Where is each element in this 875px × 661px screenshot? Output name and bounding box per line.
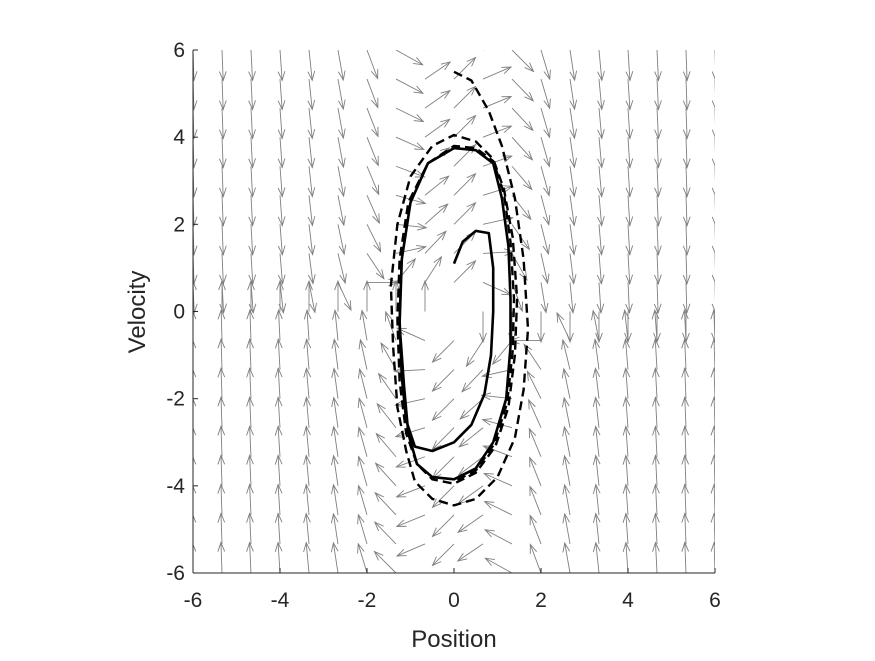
y-axis-title: Velocity bbox=[124, 271, 151, 354]
x-tick-label: -6 bbox=[184, 589, 203, 612]
x-axis-title: Position bbox=[411, 626, 496, 653]
y-tick-label: -6 bbox=[166, 562, 185, 585]
y-tick-label: 4 bbox=[173, 126, 185, 149]
x-tick-label: 6 bbox=[709, 589, 721, 612]
y-tick-label: 0 bbox=[173, 301, 185, 324]
x-tick-label: -2 bbox=[358, 589, 377, 612]
y-tick-label: 2 bbox=[173, 213, 185, 236]
y-tick-label: 6 bbox=[173, 39, 185, 62]
x-tick-label: 4 bbox=[622, 589, 634, 612]
y-tick-label: -2 bbox=[166, 388, 185, 411]
y-tick-label: -4 bbox=[166, 475, 185, 498]
plot-area bbox=[193, 50, 715, 573]
x-tick-label: -4 bbox=[271, 589, 290, 612]
x-tick-label: 0 bbox=[448, 589, 460, 612]
x-tick-label: 2 bbox=[535, 589, 547, 612]
